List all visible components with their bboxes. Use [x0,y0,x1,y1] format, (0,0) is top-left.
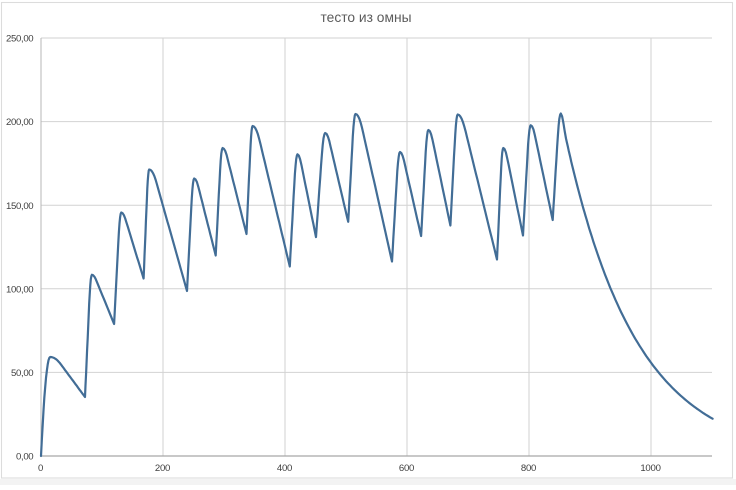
svg-text:200,00: 200,00 [6,117,33,128]
svg-text:0: 0 [38,463,43,474]
svg-text:800: 800 [521,463,536,474]
svg-text:0,00: 0,00 [16,452,33,463]
svg-text:150,00: 150,00 [6,201,33,212]
svg-text:600: 600 [399,463,414,474]
svg-text:1000: 1000 [640,463,660,474]
svg-text:тесто из омны: тесто из омны [321,10,412,25]
svg-text:100,00: 100,00 [6,284,33,295]
svg-text:50,00: 50,00 [11,368,33,379]
svg-text:400: 400 [277,463,292,474]
svg-text:250,00: 250,00 [6,34,33,45]
svg-text:200: 200 [155,463,170,474]
